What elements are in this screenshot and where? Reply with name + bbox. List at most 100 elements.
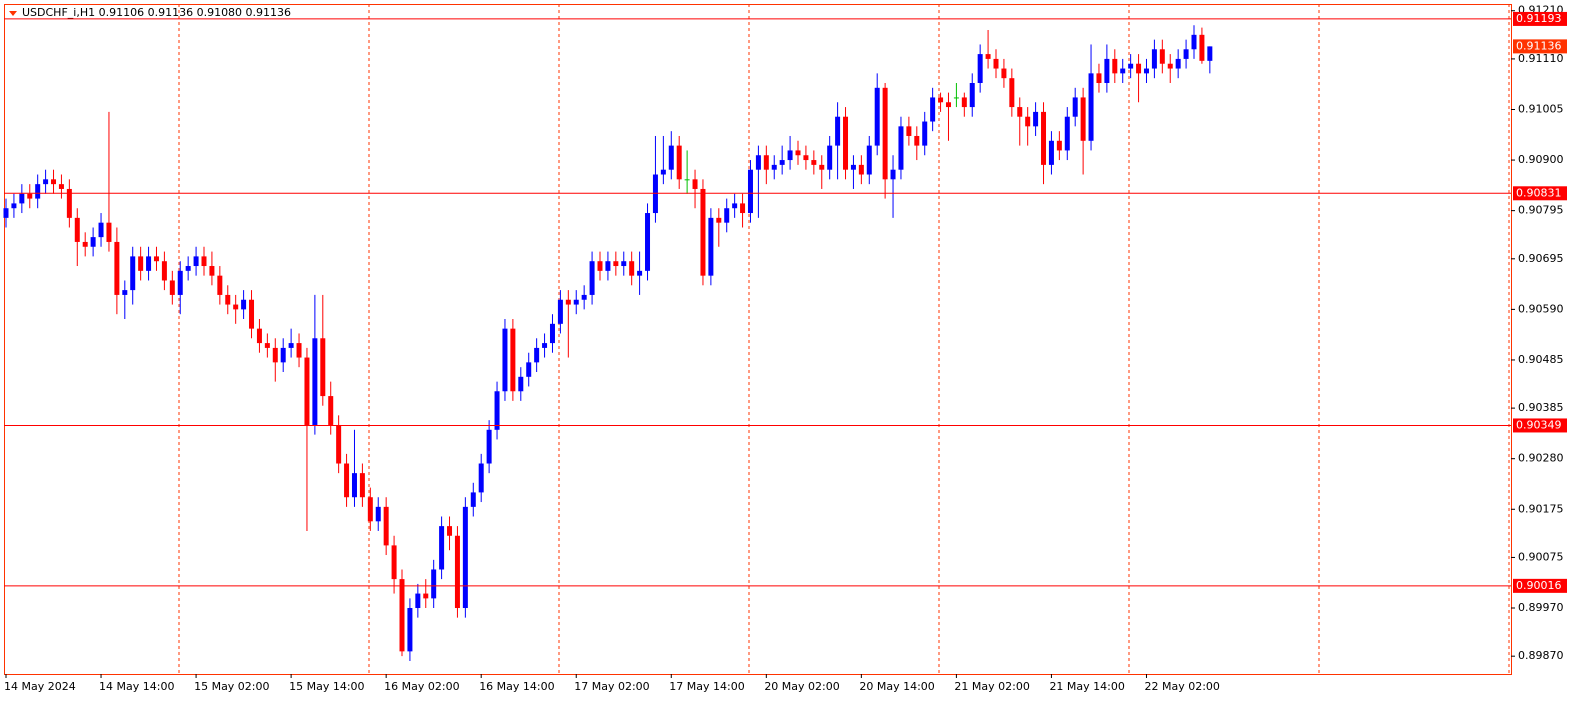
candle-body [153, 256, 159, 262]
candle-body [58, 184, 64, 189]
candle-body [874, 87, 880, 146]
candle-body [256, 328, 262, 344]
candle-body [351, 473, 357, 498]
candle-body [494, 391, 500, 430]
x-tick-label: 14 May 14:00 [99, 680, 174, 693]
candle-body [534, 347, 540, 363]
candle-body [241, 299, 247, 310]
candle-body [953, 97, 959, 99]
candle-body [613, 261, 619, 267]
candle-body [439, 526, 445, 570]
candle-body [185, 266, 191, 271]
candle-body [391, 545, 397, 580]
candle-body [763, 155, 769, 170]
x-tick-label: 21 May 02:00 [954, 680, 1029, 693]
candle-body [819, 164, 825, 170]
candle-body [1143, 68, 1149, 74]
y-tick-label: 0.90175 [1518, 502, 1564, 515]
candle-body [724, 208, 730, 223]
candle-body [74, 217, 80, 242]
candle-body [565, 299, 571, 305]
candle-body [1033, 111, 1039, 127]
candle-body [969, 82, 975, 108]
candle-body [803, 155, 809, 161]
candle-body [1120, 68, 1126, 74]
candle-body [755, 155, 761, 170]
candle-body [1025, 116, 1031, 127]
candle-body [589, 261, 595, 295]
candle-body [3, 208, 9, 218]
candle-body [1096, 73, 1102, 83]
candle-body [1080, 97, 1086, 141]
candle-body [11, 203, 17, 209]
candle-body [407, 608, 413, 652]
candle-body [645, 213, 651, 271]
price-level-label: 0.90016 [1516, 579, 1562, 592]
candle-body [399, 579, 405, 652]
y-tick-label: 0.90590 [1518, 302, 1564, 315]
candle-body [106, 222, 112, 242]
candle-body [470, 492, 476, 507]
candle-body [811, 160, 817, 165]
candle-body [700, 188, 706, 276]
candle-body [708, 217, 714, 276]
candle-body [660, 169, 666, 175]
candle-body [225, 294, 231, 305]
candle-body [906, 126, 912, 136]
candle-body [961, 97, 967, 108]
candle-body [1009, 78, 1015, 108]
x-tick-label: 15 May 14:00 [289, 680, 364, 693]
candle-body [637, 270, 643, 276]
candle-body [827, 145, 833, 170]
price-level-tag [1513, 578, 1567, 593]
candle-body [122, 290, 128, 295]
candle-body [296, 343, 302, 358]
candle-body [82, 241, 88, 247]
candle-body [423, 593, 429, 599]
candle-body [51, 179, 57, 185]
candle-body [486, 429, 492, 464]
candle-body [344, 463, 350, 498]
candle-body [367, 497, 373, 522]
candle-body [890, 169, 896, 180]
candle-body [526, 362, 532, 377]
candle-body [945, 102, 951, 108]
x-tick-label: 21 May 14:00 [1049, 680, 1124, 693]
price-level-label: 0.91193 [1516, 12, 1562, 25]
candle-body [43, 179, 49, 185]
x-tick-label: 16 May 14:00 [479, 680, 554, 693]
candle-body [1159, 49, 1165, 64]
candle-body [209, 266, 215, 276]
y-tick-label: 0.90280 [1518, 452, 1564, 465]
candle-body [629, 261, 635, 276]
candle-body [716, 217, 722, 223]
candle-body [922, 121, 928, 146]
candle-body [843, 116, 849, 170]
candle-body [858, 164, 864, 175]
bid-label: 0.91136 [1516, 39, 1562, 52]
candle-body [415, 593, 421, 609]
candle-body [19, 193, 25, 204]
x-tick-label: 15 May 02:00 [194, 680, 269, 693]
candle-body [375, 506, 381, 522]
candle-body [1191, 34, 1197, 50]
candle-body [336, 424, 342, 464]
candle-body [478, 463, 484, 493]
candle-body [732, 203, 738, 209]
candle-body [328, 396, 334, 425]
candle-body [1088, 73, 1094, 141]
candle-body [359, 473, 365, 498]
header-arrow [9, 11, 17, 16]
price-level-tag [1513, 186, 1567, 201]
candle-body [217, 275, 223, 295]
candle-body [676, 145, 682, 180]
candle-body [130, 256, 136, 291]
candle-body [573, 299, 579, 305]
candle-body [581, 294, 587, 300]
y-tick-label: 0.90900 [1518, 153, 1564, 166]
candle-body [454, 535, 460, 609]
candle-body [35, 184, 41, 199]
candle-body [850, 164, 856, 170]
